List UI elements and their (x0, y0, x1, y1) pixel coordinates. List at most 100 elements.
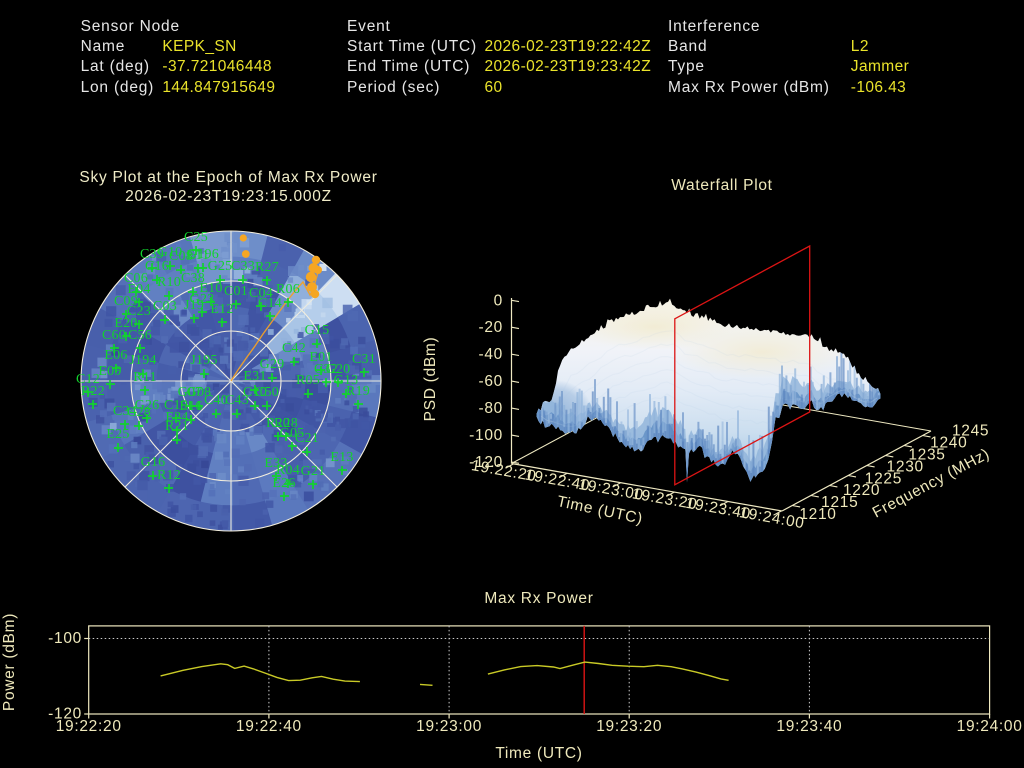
svg-text:C14: C14 (258, 296, 282, 311)
svg-text:19:23:40: 19:23:40 (776, 718, 842, 735)
svg-text:Power (dBm): Power (dBm) (1, 613, 18, 711)
svg-text:J19: J19 (184, 298, 204, 313)
svg-text:E04: E04 (127, 282, 150, 297)
svg-text:G26: G26 (135, 398, 160, 413)
svg-text:R22: R22 (81, 384, 105, 399)
svg-text:G21: G21 (301, 464, 326, 479)
svg-text:R28: R28 (274, 416, 298, 431)
svg-text:19:24:00: 19:24:00 (738, 504, 806, 532)
svg-text:-80: -80 (478, 400, 503, 417)
svg-text:1220: 1220 (843, 482, 880, 499)
svg-text:C21: C21 (295, 431, 319, 446)
svg-text:G23: G23 (190, 292, 215, 307)
svg-text:C25: C25 (184, 230, 208, 245)
svg-text:G05: G05 (280, 426, 305, 441)
svg-text:C01: C01 (224, 284, 248, 299)
svg-text:C12: C12 (76, 372, 100, 387)
svg-text:R06: R06 (276, 282, 300, 297)
svg-text:E20: E20 (114, 316, 137, 331)
svg-text:1235: 1235 (908, 447, 945, 464)
svg-text:1215: 1215 (821, 494, 858, 511)
svg-text:C03: C03 (153, 299, 177, 314)
svg-text:G20: G20 (326, 362, 351, 377)
svg-text:G16: G16 (141, 455, 166, 470)
svg-text:C31: C31 (352, 352, 376, 367)
svg-text:C33: C33 (231, 259, 255, 274)
svg-text:C19: C19 (164, 398, 188, 413)
svg-text:-20: -20 (478, 319, 503, 336)
svg-text:C09: C09 (114, 294, 138, 309)
svg-text:R19: R19 (346, 384, 370, 399)
svg-text:R10: R10 (157, 275, 181, 290)
svg-text:1240: 1240 (930, 435, 967, 452)
svg-text:C60: C60 (102, 328, 126, 343)
svg-text:J194: J194 (129, 353, 156, 368)
svg-text:C08: C08 (169, 249, 193, 264)
svg-text:R27: R27 (255, 260, 279, 275)
svg-text:Sky Plot at the Epoch of Max R: Sky Plot at the Epoch of Max Rx Power (79, 169, 377, 186)
svg-text:E16: E16 (179, 399, 202, 414)
svg-text:-100: -100 (48, 630, 82, 647)
svg-text:C43: C43 (225, 393, 249, 408)
svg-text:1230: 1230 (887, 458, 924, 475)
svg-text:G10: G10 (158, 245, 183, 260)
svg-text:Max Rx Power: Max Rx Power (484, 590, 593, 607)
svg-text:C38: C38 (181, 271, 205, 286)
svg-text:C28: C28 (127, 405, 151, 420)
svg-text:1225: 1225 (865, 470, 902, 487)
svg-text:C32: C32 (314, 362, 338, 377)
svg-text:R04: R04 (276, 463, 300, 478)
svg-text:19:24:00: 19:24:00 (957, 718, 1023, 735)
svg-text:C42: C42 (282, 341, 306, 356)
svg-text:-120: -120 (469, 454, 503, 471)
svg-text:1245: 1245 (952, 423, 989, 440)
svg-text:19:23:00: 19:23:00 (416, 718, 482, 735)
svg-text:C06: C06 (124, 271, 148, 286)
svg-text:C39: C39 (140, 247, 164, 262)
svg-text:G07: G07 (178, 385, 203, 400)
svg-text:E06: E06 (104, 348, 127, 363)
svg-text:G15: G15 (305, 323, 330, 338)
svg-text:19:23:20: 19:23:20 (596, 718, 662, 735)
svg-text:E31: E31 (243, 369, 266, 384)
svg-text:R12: R12 (157, 468, 181, 483)
svg-text:E12: E12 (210, 302, 233, 317)
svg-text:E24: E24 (165, 410, 188, 425)
svg-text:C56: C56 (128, 328, 152, 343)
svg-text:-60: -60 (478, 373, 503, 390)
svg-text:E26: E26 (272, 476, 295, 491)
svg-text:C40: C40 (204, 393, 228, 408)
svg-text:C16: C16 (145, 259, 169, 274)
svg-text:0: 0 (494, 292, 503, 309)
svg-text:E25: E25 (106, 427, 129, 442)
svg-text:Time (UTC): Time (UTC) (495, 745, 582, 762)
svg-text:E11: E11 (187, 248, 210, 263)
svg-text:C04: C04 (249, 286, 273, 301)
svg-text:C50: C50 (255, 385, 279, 400)
svg-text:1210: 1210 (799, 506, 836, 523)
svg-text:Waterfall Plot: Waterfall Plot (671, 177, 772, 194)
svg-text:E10: E10 (199, 281, 222, 296)
svg-text:PSD (dBm): PSD (dBm) (422, 337, 439, 422)
svg-text:2026-02-23T19:23:15.000Z: 2026-02-23T19:23:15.000Z (125, 188, 332, 205)
svg-text:G13: G13 (334, 373, 359, 388)
svg-text:G25: G25 (208, 259, 233, 274)
svg-text:-40: -40 (478, 346, 503, 363)
svg-text:-120: -120 (48, 706, 82, 723)
svg-text:C34: C34 (113, 404, 137, 419)
svg-text:-100: -100 (469, 427, 503, 444)
svg-text:E33: E33 (264, 456, 287, 471)
svg-text:R11: R11 (133, 370, 156, 385)
svg-text:C10: C10 (243, 385, 267, 400)
svg-text:G29: G29 (260, 357, 285, 372)
svg-text:R05: R05 (296, 373, 320, 388)
svg-text:C23: C23 (127, 304, 151, 319)
svg-text:G08: G08 (187, 385, 212, 400)
svg-text:E01: E01 (309, 350, 332, 365)
svg-text:J195: J195 (190, 353, 217, 368)
svg-text:R21: R21 (165, 419, 189, 434)
svg-text:R20: R20 (266, 416, 290, 431)
svg-text:E13: E13 (330, 450, 353, 465)
svg-text:19:22:20: 19:22:20 (56, 718, 122, 735)
svg-text:E09: E09 (98, 364, 121, 379)
